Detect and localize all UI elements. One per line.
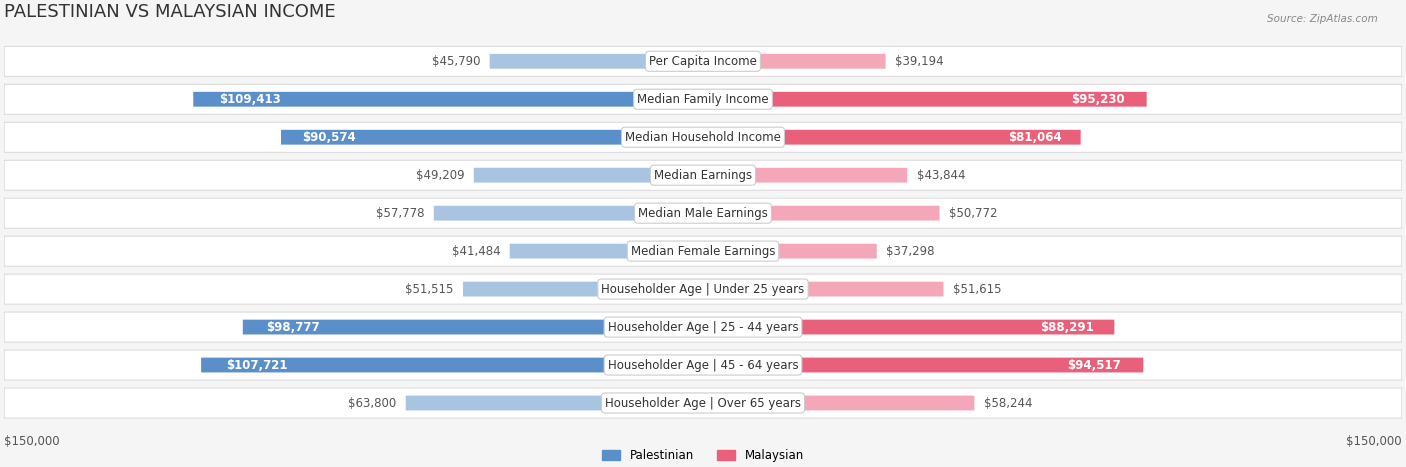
FancyBboxPatch shape — [4, 160, 1402, 190]
FancyBboxPatch shape — [4, 84, 1402, 114]
Text: $39,194: $39,194 — [894, 55, 943, 68]
Text: $98,777: $98,777 — [266, 320, 319, 333]
Text: $81,064: $81,064 — [1008, 131, 1062, 144]
FancyBboxPatch shape — [703, 92, 1147, 106]
Text: Median Female Earnings: Median Female Earnings — [631, 245, 775, 258]
FancyBboxPatch shape — [281, 130, 703, 145]
Text: Householder Age | 25 - 44 years: Householder Age | 25 - 44 years — [607, 320, 799, 333]
FancyBboxPatch shape — [4, 274, 1402, 304]
Text: $51,515: $51,515 — [405, 283, 454, 296]
FancyBboxPatch shape — [510, 244, 703, 259]
FancyBboxPatch shape — [4, 198, 1402, 228]
Text: Median Male Earnings: Median Male Earnings — [638, 207, 768, 219]
FancyBboxPatch shape — [703, 168, 907, 183]
FancyBboxPatch shape — [703, 130, 1081, 145]
FancyBboxPatch shape — [4, 122, 1402, 152]
Text: Source: ZipAtlas.com: Source: ZipAtlas.com — [1267, 14, 1378, 24]
Text: $37,298: $37,298 — [886, 245, 935, 258]
Text: $51,615: $51,615 — [953, 283, 1001, 296]
FancyBboxPatch shape — [4, 312, 1402, 342]
Text: Householder Age | Under 25 years: Householder Age | Under 25 years — [602, 283, 804, 296]
Text: Per Capita Income: Per Capita Income — [650, 55, 756, 68]
Text: $63,800: $63,800 — [349, 396, 396, 410]
Text: $107,721: $107,721 — [226, 359, 288, 372]
FancyBboxPatch shape — [4, 388, 1402, 418]
Text: $58,244: $58,244 — [984, 396, 1032, 410]
FancyBboxPatch shape — [463, 282, 703, 297]
Text: $94,517: $94,517 — [1067, 359, 1122, 372]
FancyBboxPatch shape — [434, 206, 703, 220]
Text: $150,000: $150,000 — [4, 435, 60, 448]
FancyBboxPatch shape — [703, 319, 1115, 334]
Text: Householder Age | Over 65 years: Householder Age | Over 65 years — [605, 396, 801, 410]
FancyBboxPatch shape — [243, 319, 703, 334]
Text: $41,484: $41,484 — [451, 245, 501, 258]
Text: Median Earnings: Median Earnings — [654, 169, 752, 182]
Text: $88,291: $88,291 — [1040, 320, 1094, 333]
FancyBboxPatch shape — [4, 46, 1402, 76]
Text: $57,778: $57,778 — [375, 207, 425, 219]
FancyBboxPatch shape — [489, 54, 703, 69]
Text: $150,000: $150,000 — [1346, 435, 1402, 448]
FancyBboxPatch shape — [193, 92, 703, 106]
FancyBboxPatch shape — [703, 206, 939, 220]
Text: PALESTINIAN VS MALAYSIAN INCOME: PALESTINIAN VS MALAYSIAN INCOME — [4, 3, 336, 21]
Text: $49,209: $49,209 — [416, 169, 464, 182]
FancyBboxPatch shape — [703, 396, 974, 410]
FancyBboxPatch shape — [703, 282, 943, 297]
Text: Median Family Income: Median Family Income — [637, 93, 769, 106]
Text: $43,844: $43,844 — [917, 169, 965, 182]
Text: Householder Age | 45 - 64 years: Householder Age | 45 - 64 years — [607, 359, 799, 372]
Text: $45,790: $45,790 — [432, 55, 481, 68]
Text: $90,574: $90,574 — [302, 131, 356, 144]
FancyBboxPatch shape — [406, 396, 703, 410]
Text: $95,230: $95,230 — [1071, 93, 1125, 106]
Text: $109,413: $109,413 — [219, 93, 280, 106]
FancyBboxPatch shape — [703, 54, 886, 69]
FancyBboxPatch shape — [4, 350, 1402, 380]
FancyBboxPatch shape — [4, 236, 1402, 266]
FancyBboxPatch shape — [703, 244, 877, 259]
FancyBboxPatch shape — [474, 168, 703, 183]
FancyBboxPatch shape — [201, 358, 703, 373]
Text: Median Household Income: Median Household Income — [626, 131, 780, 144]
Text: $50,772: $50,772 — [949, 207, 997, 219]
Legend: Palestinian, Malaysian: Palestinian, Malaysian — [598, 445, 808, 467]
FancyBboxPatch shape — [703, 358, 1143, 373]
